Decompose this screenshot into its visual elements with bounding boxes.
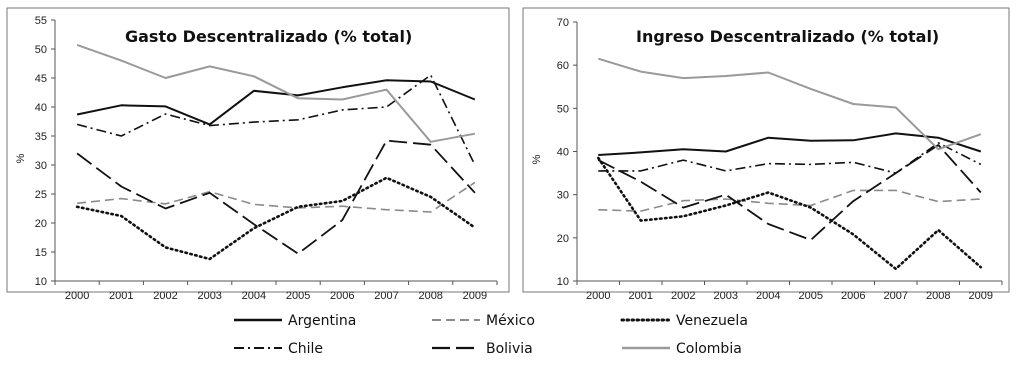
x-tick-label: 2005 <box>286 290 310 302</box>
series-line-colombia <box>598 57 982 151</box>
x-tick-label: 2009 <box>969 290 993 302</box>
legend-label: Colombia <box>676 341 742 357</box>
x-tick-label: 2003 <box>714 290 738 302</box>
legend-item-venezuela: Venezuela <box>620 313 748 329</box>
x-tick-label: 2007 <box>374 290 398 302</box>
x-tick-label: 2003 <box>197 290 221 302</box>
y-tick-label: 70 <box>557 17 569 29</box>
y-tick-label: 40 <box>35 102 47 114</box>
legend-item-argentina: Argentina <box>234 313 356 329</box>
x-tick-label: 2000 <box>65 290 89 302</box>
x-tick-label: 2000 <box>586 290 610 302</box>
legend-item-chile: Chile <box>234 341 323 357</box>
legend-label: Argentina <box>288 313 356 329</box>
x-tick-label: 2006 <box>330 290 354 302</box>
series-line-bolivia <box>597 144 982 241</box>
y-tick-label: 20 <box>35 218 47 230</box>
series-line-argentina <box>598 132 982 156</box>
y-tick-label: 30 <box>557 190 569 202</box>
legend-item-mexico: México <box>432 313 535 329</box>
y-tick-label: 15 <box>35 247 47 259</box>
y-axis-label: % <box>531 154 543 164</box>
legend: Argentina México Venezuela Chile Bolivia Colo… <box>234 313 748 357</box>
y-tick-label: 30 <box>35 160 47 172</box>
y-tick-label: 35 <box>35 131 47 143</box>
chart-ingreso-descentralizado: 10 20 30 40 50 60 70 2000 2001 2002 2003 2004 2005 20… <box>522 7 1010 302</box>
y-tick-label: 10 <box>35 276 47 288</box>
x-tick-label: 2008 <box>418 290 442 302</box>
legend-label: Chile <box>288 341 323 357</box>
y-tick-label: 20 <box>557 233 569 245</box>
y-tick-label: 55 <box>35 15 47 27</box>
x-tick-label: 2006 <box>841 290 865 302</box>
series-line-bolivia <box>76 139 476 255</box>
x-tick-label: 2001 <box>629 290 653 302</box>
panel-frame <box>6 7 510 293</box>
chart-title: Gasto Descentralizado (% total) <box>125 27 412 46</box>
series-line-argentina <box>76 79 476 126</box>
x-tick-label: 2002 <box>153 290 177 302</box>
chart-title: Ingreso Descentralizado (% total) <box>636 27 939 46</box>
series-line-chile <box>76 74 476 166</box>
series-line-colombia <box>76 43 476 143</box>
y-tick-label: 40 <box>557 147 569 159</box>
x-tick-label: 2001 <box>109 290 133 302</box>
y-tick-label: 50 <box>35 44 47 56</box>
legend-label: México <box>486 313 535 329</box>
chart-gasto-descentralizado: 10 15 20 25 30 35 40 45 50 55 2000 2001 2002 2003 2004… <box>6 7 510 302</box>
y-tick-label: 50 <box>557 103 569 115</box>
y-tick-label: 10 <box>557 276 569 288</box>
x-tick-label: 2005 <box>799 290 823 302</box>
legend-item-colombia: Colombia <box>622 341 742 357</box>
x-tick-label: 2004 <box>756 290 780 302</box>
series-line-mexico <box>598 189 981 212</box>
legend-item-bolivia: Bolivia <box>432 341 533 357</box>
legend-label: Bolivia <box>486 341 533 357</box>
x-tick-label: 2008 <box>926 290 950 302</box>
y-axis-label: % <box>15 153 27 163</box>
x-tick-label: 2007 <box>884 290 908 302</box>
series-line-venezuela <box>75 176 477 261</box>
series-line-mexico <box>77 181 476 213</box>
y-tick-label: 60 <box>557 60 569 72</box>
x-tick-label: 2009 <box>463 290 487 302</box>
y-tick-label: 25 <box>35 189 47 201</box>
x-tick-label: 2004 <box>242 290 266 302</box>
series-line-venezuela <box>596 156 983 271</box>
y-tick-label: 45 <box>35 73 47 85</box>
x-tick-label: 2002 <box>671 290 695 302</box>
panel-frame <box>522 7 1010 293</box>
legend-label: Venezuela <box>676 313 748 329</box>
